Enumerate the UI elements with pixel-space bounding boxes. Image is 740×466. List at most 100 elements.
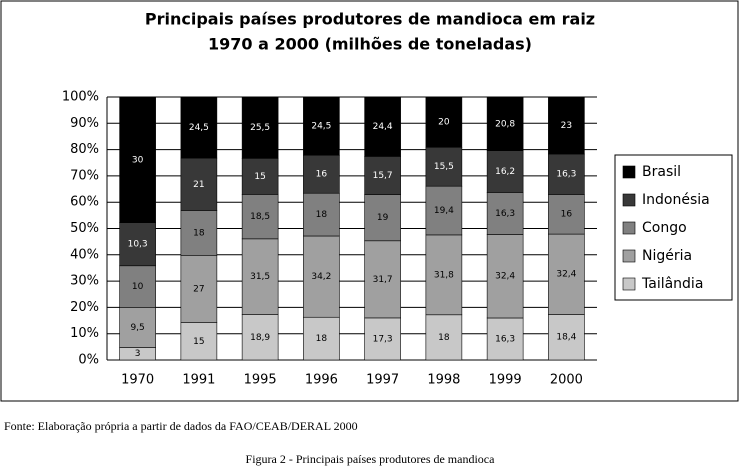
bar-segment xyxy=(364,96,401,157)
bar-segment xyxy=(119,222,156,267)
data-label: 18,9 xyxy=(250,333,270,343)
data-label: 16,3 xyxy=(495,334,515,344)
chart-subtitle: 1970 a 2000 (milhões de toneladas) xyxy=(208,35,532,54)
data-label: 20,8 xyxy=(495,119,515,129)
legend-swatch xyxy=(622,193,636,207)
data-label: 32,4 xyxy=(495,272,515,282)
data-label: 19 xyxy=(377,213,389,223)
legend-swatch xyxy=(622,165,636,179)
bar-segment xyxy=(303,235,340,318)
bar-segment xyxy=(303,316,340,361)
data-label: 24,4 xyxy=(373,122,393,132)
data-label: 19,4 xyxy=(434,206,454,216)
data-label: 10,3 xyxy=(128,240,148,250)
bar-segment xyxy=(364,240,401,319)
x-tick-label: 1995 xyxy=(244,373,277,388)
bar-segment xyxy=(548,314,585,361)
data-label: 18 xyxy=(438,333,450,343)
y-tick-label: 30% xyxy=(70,274,99,289)
x-tick-label: 1998 xyxy=(427,373,460,388)
legend-label: Nigéria xyxy=(642,248,692,264)
data-label: 15 xyxy=(193,337,204,347)
bar-segment xyxy=(180,157,218,211)
data-label: 15 xyxy=(254,172,265,182)
bar-segment xyxy=(303,192,340,237)
data-label: 23 xyxy=(561,121,572,131)
y-tick-label: 100% xyxy=(62,90,99,105)
x-tick-label: 1999 xyxy=(489,373,522,388)
chart-title: Principais países produtores de mandioca… xyxy=(145,10,595,29)
bar-segment xyxy=(241,314,279,361)
bar-segment xyxy=(364,156,401,195)
bar-segment xyxy=(548,96,585,155)
bar-segment xyxy=(241,158,279,195)
y-tick-label: 40% xyxy=(70,247,99,262)
data-label: 20 xyxy=(438,118,450,128)
bar-segment xyxy=(241,96,279,159)
data-label: 16 xyxy=(316,170,328,180)
y-tick-label: 60% xyxy=(70,195,99,210)
bar-segment xyxy=(180,254,218,323)
bar-segment xyxy=(425,96,463,148)
data-label: 34,2 xyxy=(311,272,331,282)
y-tick-label: 90% xyxy=(70,116,99,131)
bar-segment xyxy=(303,154,340,194)
data-label: 30 xyxy=(132,155,144,165)
bar-segment xyxy=(548,194,585,235)
data-label: 18 xyxy=(316,334,328,344)
y-tick-label: 70% xyxy=(70,168,99,183)
caption: Figura 2 - Principais países produtores … xyxy=(246,452,496,466)
data-label: 18 xyxy=(193,228,205,238)
data-label: 18,4 xyxy=(556,333,576,343)
legend-label: Tailândia xyxy=(641,276,703,292)
bar-segment xyxy=(425,146,463,187)
data-label: 18 xyxy=(316,210,328,220)
data-label: 21 xyxy=(193,180,204,190)
x-tick-label: 1997 xyxy=(366,373,399,388)
bar-segment xyxy=(548,153,585,195)
data-label: 16 xyxy=(561,210,573,220)
data-label: 15,5 xyxy=(434,162,454,172)
bar-segment xyxy=(241,194,279,240)
bar-segment xyxy=(241,238,279,315)
data-label: 31,7 xyxy=(373,275,393,285)
bar-segment xyxy=(486,234,524,319)
legend-swatch xyxy=(622,277,636,291)
bar-segment xyxy=(548,233,585,315)
data-label: 31,8 xyxy=(434,270,454,280)
bar-segment xyxy=(303,96,340,156)
y-tick-label: 80% xyxy=(70,142,99,157)
data-label: 10 xyxy=(132,282,144,292)
legend-label: Indonésia xyxy=(642,192,710,208)
bar-segment xyxy=(425,185,463,236)
x-tick-label: 1991 xyxy=(182,373,215,388)
bar-segment xyxy=(425,234,463,316)
data-label: 3 xyxy=(135,349,141,359)
y-tick-label: 10% xyxy=(70,326,99,341)
data-label: 32,4 xyxy=(556,270,576,280)
data-label: 9,5 xyxy=(130,323,144,333)
data-label: 17,3 xyxy=(373,334,393,344)
data-label: 31,5 xyxy=(250,272,270,282)
y-tick-label: 50% xyxy=(70,221,99,236)
y-tick-label: 0% xyxy=(78,353,99,368)
x-tick-label: 2000 xyxy=(550,373,583,388)
data-label: 16,3 xyxy=(556,170,576,180)
data-label: 27 xyxy=(193,284,204,294)
data-label: 16,2 xyxy=(495,167,515,177)
legend-label: Brasil xyxy=(642,164,681,180)
data-label: 16,3 xyxy=(495,209,515,219)
bar-segment xyxy=(180,96,218,159)
legend-swatch xyxy=(622,221,636,235)
legend-swatch xyxy=(622,249,636,263)
x-tick-label: 1996 xyxy=(305,373,338,388)
bar-segment xyxy=(486,317,524,361)
bar-segment xyxy=(119,96,156,223)
x-tick-label: 1970 xyxy=(121,373,154,388)
chart-frame xyxy=(0,0,739,402)
bar-segment xyxy=(364,194,401,242)
data-label: 24,5 xyxy=(311,122,331,132)
y-tick-label: 20% xyxy=(70,300,99,315)
bar-segment xyxy=(180,322,218,361)
